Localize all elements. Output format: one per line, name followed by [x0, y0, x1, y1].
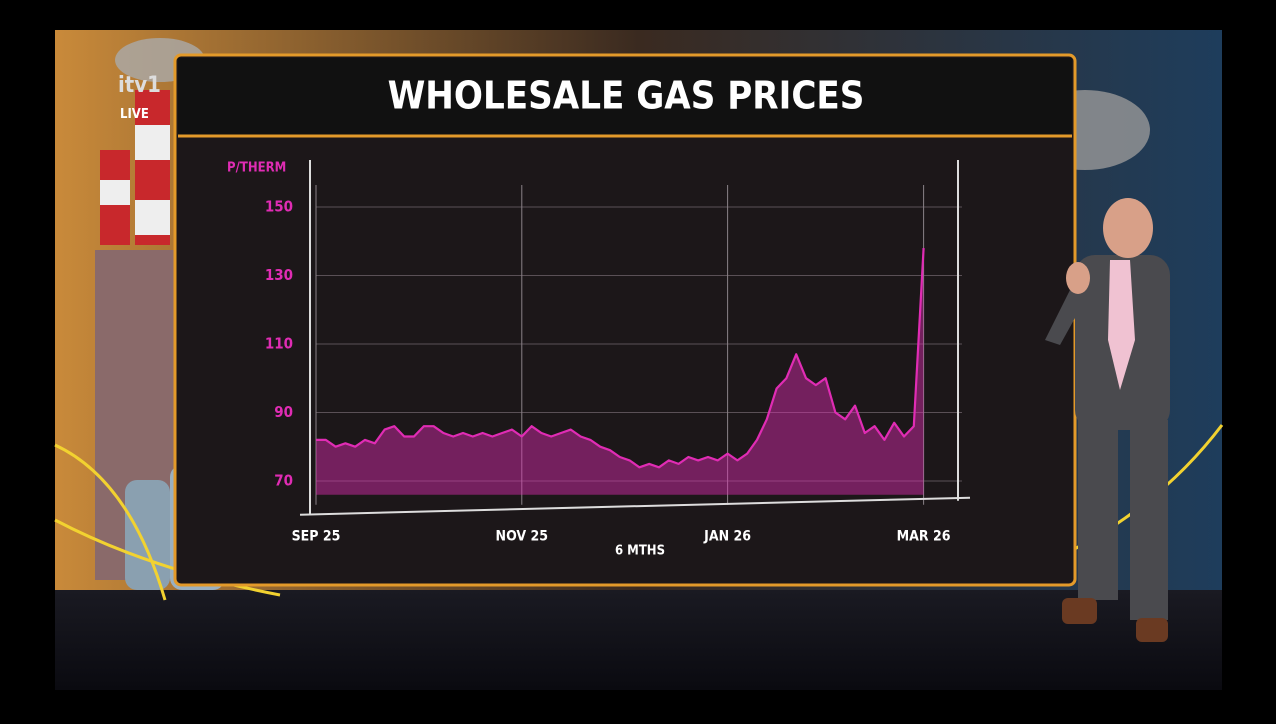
area	[316, 248, 924, 495]
channel-logo: itv1	[118, 73, 161, 98]
y-axis-label: P/THERM	[227, 161, 286, 176]
x-tick-label: JAN 26	[703, 529, 751, 545]
title-band	[178, 58, 1072, 136]
presenter	[1045, 198, 1170, 642]
x-tick-label: NOV 25	[496, 529, 549, 545]
y-tick-label: 110	[265, 334, 293, 352]
plot: 70 90 110 130 150 SEP 25 NOV 25 JAN 26 MAR 26	[265, 160, 971, 545]
line	[316, 248, 925, 469]
x-tick-label: MAR 26	[897, 529, 951, 545]
x-axis-label: 6 MTHS	[615, 544, 665, 559]
y-tick-label: 70	[274, 471, 293, 489]
y-tick-label: 90	[274, 403, 293, 421]
studio-floor	[55, 590, 1222, 690]
chart-title: WHOLESALE GAS PRICES	[388, 74, 865, 118]
x-axis	[299, 496, 971, 516]
y-tick-label: 150	[265, 197, 293, 215]
y-tick-label: 130	[265, 266, 293, 284]
live-badge: LIVE	[120, 107, 149, 122]
x-tick-label: SEP 25	[292, 529, 341, 545]
